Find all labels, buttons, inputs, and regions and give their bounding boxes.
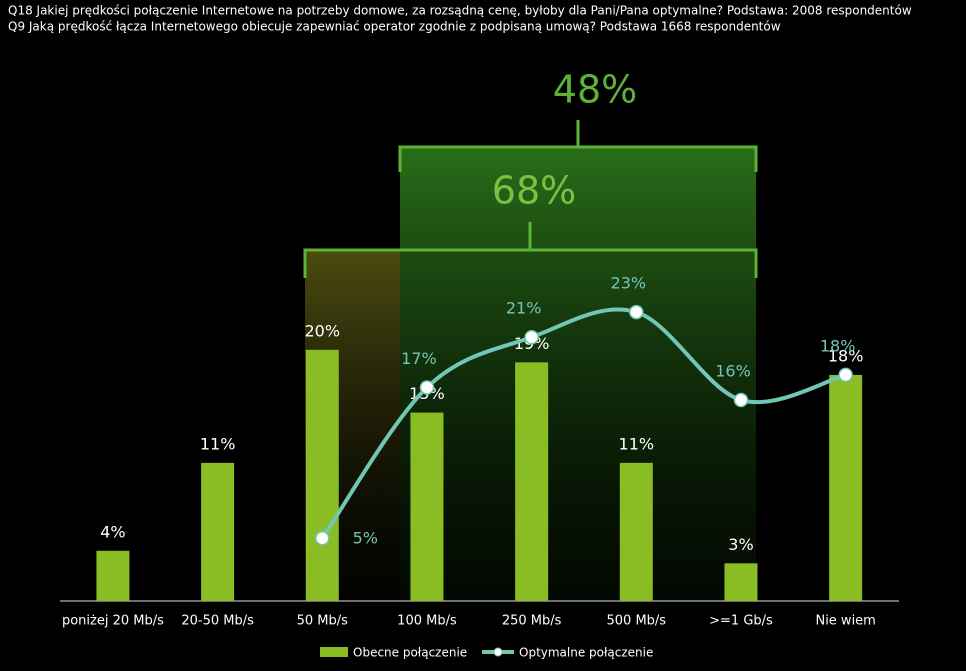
subtitle: Q9 Jaką prędkość łącza Internetowego obi… [8,20,781,34]
shade-48 [400,147,756,601]
bar-label: 20% [305,321,341,340]
legend: Obecne połączenie Optymalne połączenie [320,646,653,660]
annotation: 68% [492,169,576,213]
bar-label: 4% [100,522,125,541]
x-tick-label: 100 Mb/s [397,614,457,629]
point-label: 21% [506,299,542,318]
bar-label: 11% [619,434,655,453]
bracket-48 [398,120,758,172]
x-tick-label: 250 Mb/s [502,614,562,629]
x-tick-label: poniżej 20 Mb/s [62,614,164,629]
title: Q18 Jakiej prędkości połączenie Internet… [8,4,912,18]
legend-label: Obecne połączenie [353,646,467,660]
annotation: 48% [553,68,637,112]
bar [829,374,863,601]
bar [201,462,235,601]
point-label: 5% [353,529,378,548]
x-tick-label: 50 Mb/s [297,614,349,629]
bar-label: 11% [200,434,236,453]
x-tick-label: >=1 Gb/s [709,614,773,629]
point [315,530,330,546]
bar-label: 3% [728,535,753,554]
x-tick-label: Nie wiem [815,614,875,629]
bar [724,563,758,601]
point-label: 17% [401,349,437,368]
bar [619,462,653,601]
point [838,367,853,383]
bar [96,550,130,601]
point [629,304,644,320]
point-label: 16% [715,362,751,381]
bracket-68 [303,222,758,278]
point [419,380,435,395]
bar-label: 18% [828,346,864,365]
bar [410,412,444,601]
bar [515,362,549,601]
legend-swatch [493,647,503,657]
legend-swatch [320,647,348,657]
x-tick-label: 20-50 Mb/s [181,614,254,629]
point [733,392,749,408]
point [524,329,539,345]
x-tick-label: 500 Mb/s [607,614,667,629]
legend-label: Optymalne połączenie [519,646,653,660]
brackets [303,120,758,278]
bar [305,349,339,601]
point-label: 18% [820,336,856,355]
point-label: 23% [611,274,647,293]
